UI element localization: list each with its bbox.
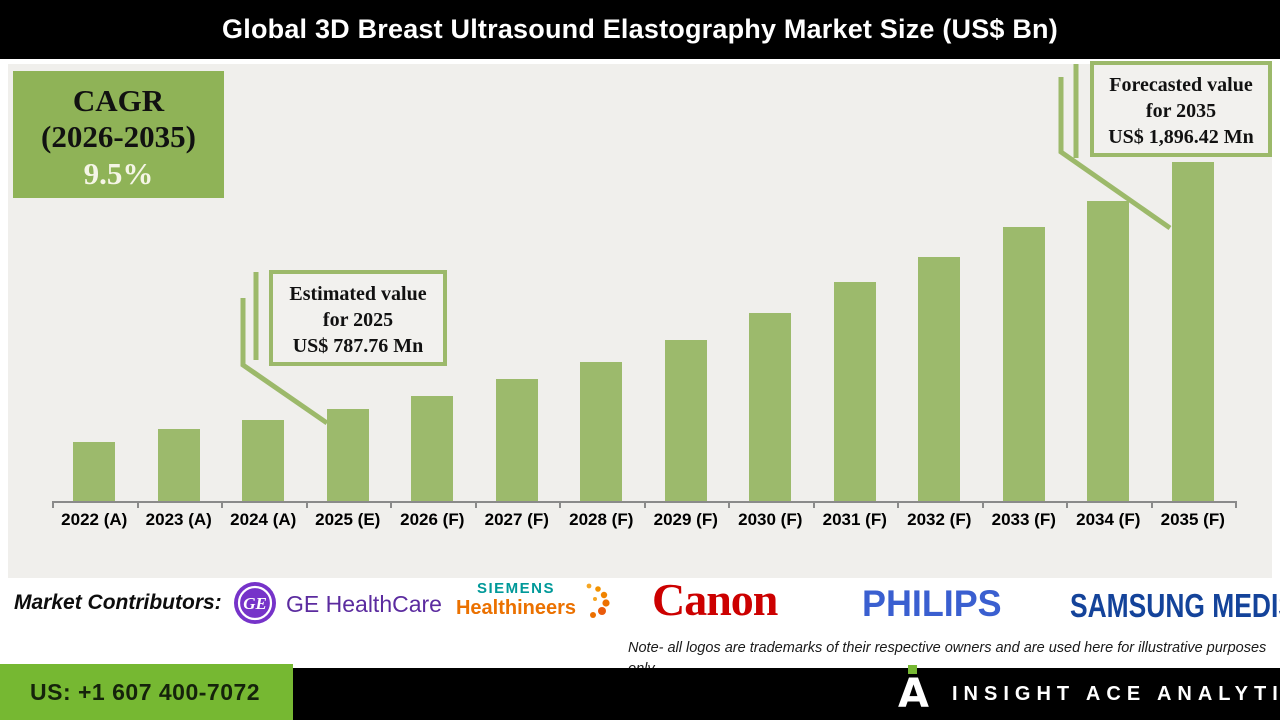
chart-title: Global 3D Breast Ultrasound Elastography… — [222, 14, 1058, 44]
healthineers-dots-icon — [577, 582, 611, 625]
x-axis-label: 2034 (F) — [1076, 510, 1141, 529]
chart-bar — [664, 340, 707, 501]
chart-bar — [157, 429, 200, 501]
x-axis-label: 2033 (F) — [991, 510, 1056, 529]
axis-tick — [390, 501, 392, 508]
estimated-callout-line1: Estimated value — [289, 283, 427, 305]
cagr-period: (2026-2035) — [41, 119, 196, 154]
forecast-callout-value: US$ 1,896.42 Mn — [1108, 126, 1254, 148]
cagr-box: CAGR (2026-2035) 9.5% — [13, 71, 224, 198]
chart-plot-area: CAGR (2026-2035) 9.5% Estimated value fo… — [8, 61, 1272, 578]
forecast-callout-line2: for 2035 — [1145, 100, 1217, 122]
brand-dot-icon — [908, 665, 917, 674]
axis-tick — [643, 501, 646, 508]
cagr-value: 9.5% — [83, 156, 154, 191]
axis-tick — [52, 501, 54, 508]
estimated-value-callout: Estimated value for 2025 US$ 787.76 Mn — [269, 270, 447, 366]
axis-tick — [1150, 501, 1153, 508]
chart-bar — [1171, 162, 1214, 501]
axis-tick — [1066, 501, 1068, 508]
axis-tick — [305, 501, 308, 508]
axis-tick — [221, 501, 223, 508]
axis-tick — [136, 501, 139, 508]
chart-bar — [1087, 201, 1130, 501]
x-axis-label: 2031 (F) — [822, 510, 887, 529]
x-axis-label: 2035 (F) — [1160, 510, 1225, 529]
ge-healthcare-wordmark: GE HealthCare — [286, 591, 442, 617]
chart-bar — [1002, 227, 1045, 501]
contributors-label: Market Contributors: — [14, 591, 222, 614]
x-axis-label: 2028 (F) — [569, 510, 634, 529]
ge-monogram-icon: GE — [234, 582, 276, 624]
brand-wordmark: INSIGHT ACE ANALYTIC — [952, 683, 1280, 705]
chart-bar — [411, 396, 454, 501]
healthineers-wordmark: Healthineers — [455, 597, 577, 619]
chart-bar — [918, 257, 961, 501]
axis-tick — [897, 501, 899, 508]
phone-number: US: +1 607 400-7072 — [30, 679, 261, 705]
axis-tick — [1235, 501, 1237, 508]
title-bar: Global 3D Breast Ultrasound Elastography… — [0, 0, 1280, 59]
chart-bar — [580, 362, 623, 501]
forecast-callout-line1: Forecasted value — [1109, 74, 1253, 96]
axis-tick — [559, 501, 561, 508]
canon-logo: Canon — [652, 574, 778, 625]
x-axis-label: 2027 (F) — [484, 510, 549, 529]
chart-bar — [326, 409, 369, 501]
x-axis-label: 2022 (A) — [61, 510, 128, 529]
phone-box: US: +1 607 400-7072 — [0, 664, 293, 720]
x-axis-label: 2029 (F) — [653, 510, 718, 529]
x-axis-label: 2026 (F) — [400, 510, 465, 529]
x-axis-label: 2025 (E) — [315, 510, 381, 529]
x-axis-label: 2024 (A) — [230, 510, 297, 529]
chart-bar — [495, 379, 538, 501]
x-axis-label: 2032 (F) — [907, 510, 972, 529]
siemens-healthineers-logo: SIEMENS Healthineers — [455, 580, 577, 620]
svg-text:GE: GE — [243, 594, 267, 613]
estimated-callout-value: US$ 787.76 Mn — [292, 335, 424, 357]
chart-bar — [242, 420, 285, 501]
forecast-value-callout: Forecasted value for 2035 US$ 1,896.42 M… — [1090, 61, 1272, 157]
footer-bar: US: +1 607 400-7072 A INSIGHT ACE ANALYT… — [0, 664, 1280, 720]
philips-logo: PHILIPS — [862, 583, 1002, 624]
chart-bar — [749, 313, 792, 501]
estimated-callout-line2: for 2025 — [322, 309, 394, 331]
trademark-note-line1: Note- all logos are trademarks of their … — [628, 640, 1267, 656]
samsung-medison-logo: SAMSUNG MEDISON — [1070, 587, 1280, 624]
siemens-wordmark: SIEMENS — [476, 580, 555, 597]
cagr-title: CAGR — [72, 83, 165, 118]
x-axis-label: 2023 (A) — [145, 510, 212, 529]
x-axis-label: 2030 (F) — [738, 510, 803, 529]
axis-tick — [728, 501, 730, 508]
chart-bar — [73, 442, 116, 501]
brand-monogram: A — [898, 671, 929, 717]
contributors-strip: Market Contributors: GE GE HealthCare SI… — [0, 574, 1280, 640]
ge-healthcare-logo: GE — [233, 581, 277, 630]
axis-tick — [812, 501, 815, 508]
chart-bar — [833, 282, 876, 501]
axis-tick — [981, 501, 984, 508]
axis-tick — [474, 501, 477, 508]
